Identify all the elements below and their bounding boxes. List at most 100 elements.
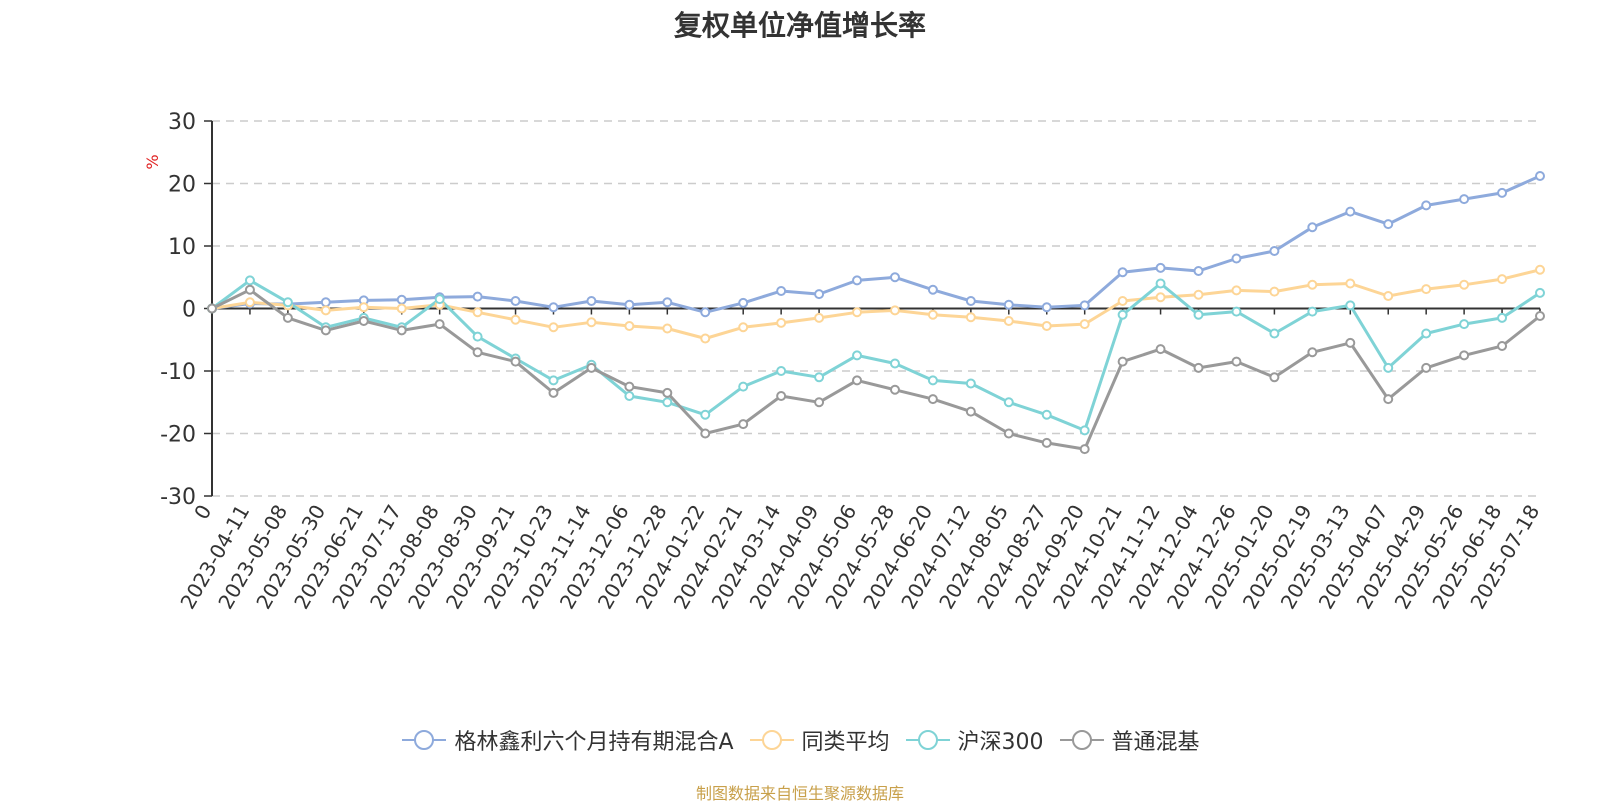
- data-point: [927, 394, 938, 405]
- data-point: [510, 296, 521, 306]
- data-point: [1231, 356, 1242, 367]
- data-point: [624, 299, 635, 310]
- data-point: [700, 409, 711, 420]
- data-point: [207, 303, 217, 314]
- data-point: [244, 284, 255, 295]
- data-point: [1535, 171, 1545, 181]
- data-point: [1079, 444, 1090, 455]
- data-point: [776, 366, 787, 376]
- data-point: [1421, 284, 1432, 295]
- data-point: [1535, 311, 1545, 321]
- data-point: [1497, 274, 1508, 285]
- data-point: [927, 309, 938, 320]
- data-point: [1041, 409, 1052, 420]
- data-point: [1269, 328, 1280, 339]
- x-tick-label: 0: [189, 501, 216, 524]
- data-point: [889, 272, 900, 283]
- data-point: [738, 297, 749, 308]
- data-point: [965, 406, 976, 417]
- series-line: [210, 174, 1542, 314]
- data-point: [1497, 341, 1508, 351]
- data-point: [1459, 350, 1470, 361]
- data-point: [282, 312, 293, 323]
- data-point: [1231, 253, 1242, 264]
- data-point: [472, 347, 483, 358]
- data-point: [244, 275, 255, 286]
- data-point: [396, 294, 407, 305]
- data-point: [1383, 394, 1394, 405]
- data-point: [1041, 302, 1052, 313]
- data-point: [548, 375, 559, 386]
- y-tick-label: -10: [160, 360, 196, 385]
- data-point: [1383, 291, 1394, 301]
- data-point: [1345, 300, 1356, 311]
- data-point: [662, 297, 673, 308]
- data-point: [814, 372, 825, 383]
- data-point: [814, 397, 825, 408]
- data-point: [1459, 279, 1470, 290]
- data-point: [662, 387, 673, 398]
- data-point: [1003, 316, 1014, 326]
- data-point: [1003, 397, 1014, 408]
- data-point: [1307, 347, 1318, 358]
- source-note: 制图数据来自恒生聚源数据库: [695, 784, 904, 803]
- y-tick-label: 0: [182, 298, 196, 323]
- y-tick-label: -20: [160, 423, 196, 448]
- legend-marker-icon: [1059, 730, 1104, 750]
- data-point: [776, 391, 787, 401]
- data-point: [814, 289, 825, 300]
- data-point: [1307, 222, 1318, 233]
- data-point: [1421, 328, 1432, 339]
- data-point: [1079, 319, 1090, 330]
- data-point: [624, 381, 635, 392]
- y-tick-label: 10: [168, 235, 196, 260]
- data-point: [1535, 287, 1545, 298]
- data-point: [662, 397, 673, 408]
- data-point: [927, 375, 938, 386]
- data-point: [1117, 267, 1128, 278]
- legend-item[interactable]: 同类平均: [748, 724, 890, 756]
- legend-item[interactable]: 普通混基: [1058, 724, 1200, 756]
- data-point: [1345, 278, 1356, 289]
- data-point: [1459, 319, 1470, 330]
- data-point: [814, 312, 825, 323]
- data-point: [738, 322, 749, 333]
- data-point: [1269, 286, 1280, 297]
- data-point: [1193, 309, 1204, 320]
- data-point: [1155, 262, 1166, 273]
- data-point: [548, 302, 559, 313]
- grid-lines: [212, 120, 1540, 497]
- data-point: [1421, 200, 1432, 211]
- data-point: [889, 358, 900, 369]
- data-point: [472, 331, 483, 342]
- data-point: [662, 323, 673, 334]
- data-point: [1003, 299, 1014, 310]
- data-point: [472, 307, 483, 318]
- data-point: [1421, 362, 1432, 373]
- legend-item[interactable]: 沪深300: [904, 724, 1044, 756]
- data-point: [852, 275, 863, 286]
- data-point: [1193, 266, 1204, 276]
- data-point: [548, 322, 559, 333]
- data-point: [1231, 285, 1242, 296]
- data-point: [510, 314, 521, 325]
- data-point: [1155, 278, 1166, 289]
- data-point: [358, 302, 369, 313]
- data-point: [624, 391, 635, 401]
- series-markers: [207, 171, 1545, 455]
- data-point: [927, 284, 938, 295]
- series-line: [210, 288, 1542, 451]
- data-point: [1497, 187, 1508, 198]
- data-point: [396, 325, 407, 336]
- data-point: [1269, 372, 1280, 383]
- data-point: [320, 325, 331, 336]
- data-point: [320, 305, 331, 316]
- data-point: [1383, 219, 1394, 230]
- y-tick-label: 20: [168, 173, 196, 198]
- data-point: [1269, 246, 1280, 256]
- data-point: [434, 319, 445, 330]
- data-point: [965, 296, 976, 306]
- legend-item[interactable]: 格林鑫利六个月持有期混合A: [400, 724, 734, 756]
- data-point: [472, 291, 483, 302]
